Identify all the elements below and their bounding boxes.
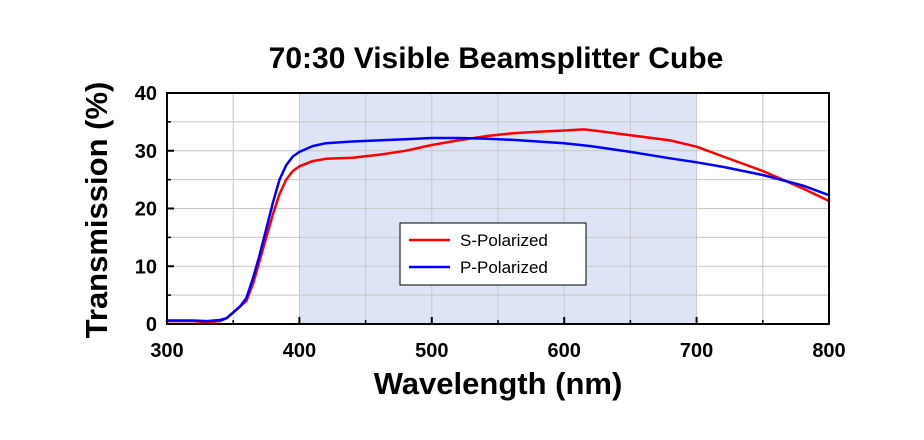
plot-area: 300 400 500 600 700 800 0 10 20 30 40 xyxy=(135,83,846,362)
legend-label-s-polarized: S-Polarized xyxy=(460,231,548,250)
chart-title: 70:30 Visible Beamsplitter Cube xyxy=(269,42,724,75)
legend-box xyxy=(399,222,587,286)
x-tick-label: 500 xyxy=(415,340,448,362)
x-tick-label: 300 xyxy=(150,340,183,362)
y-tick-label: 40 xyxy=(135,83,157,105)
y-tick-labels: 0 10 20 30 40 xyxy=(135,83,157,336)
series-line-p-polarized xyxy=(165,136,831,323)
y-axis-title: Transmission (%) xyxy=(79,82,114,339)
legend-label-p-polarized: P-Polarized xyxy=(460,258,548,277)
x-tick-labels: 300 400 500 600 700 800 xyxy=(150,340,845,362)
x-tick-label: 600 xyxy=(548,340,581,362)
x-tick-label: 400 xyxy=(283,340,316,362)
x-tick-label: 700 xyxy=(680,340,713,362)
legend: S-Polarized P-Polarized xyxy=(399,222,587,286)
series-lines xyxy=(165,128,831,324)
y-tick-label: 10 xyxy=(135,256,157,278)
y-tick-label: 20 xyxy=(135,199,157,221)
y-tick-label: 0 xyxy=(146,314,157,336)
axis-ticks xyxy=(166,92,830,325)
y-tick-label: 30 xyxy=(135,141,157,163)
x-axis-title: Wavelength (nm) xyxy=(374,366,623,401)
x-tick-label: 800 xyxy=(812,340,845,362)
